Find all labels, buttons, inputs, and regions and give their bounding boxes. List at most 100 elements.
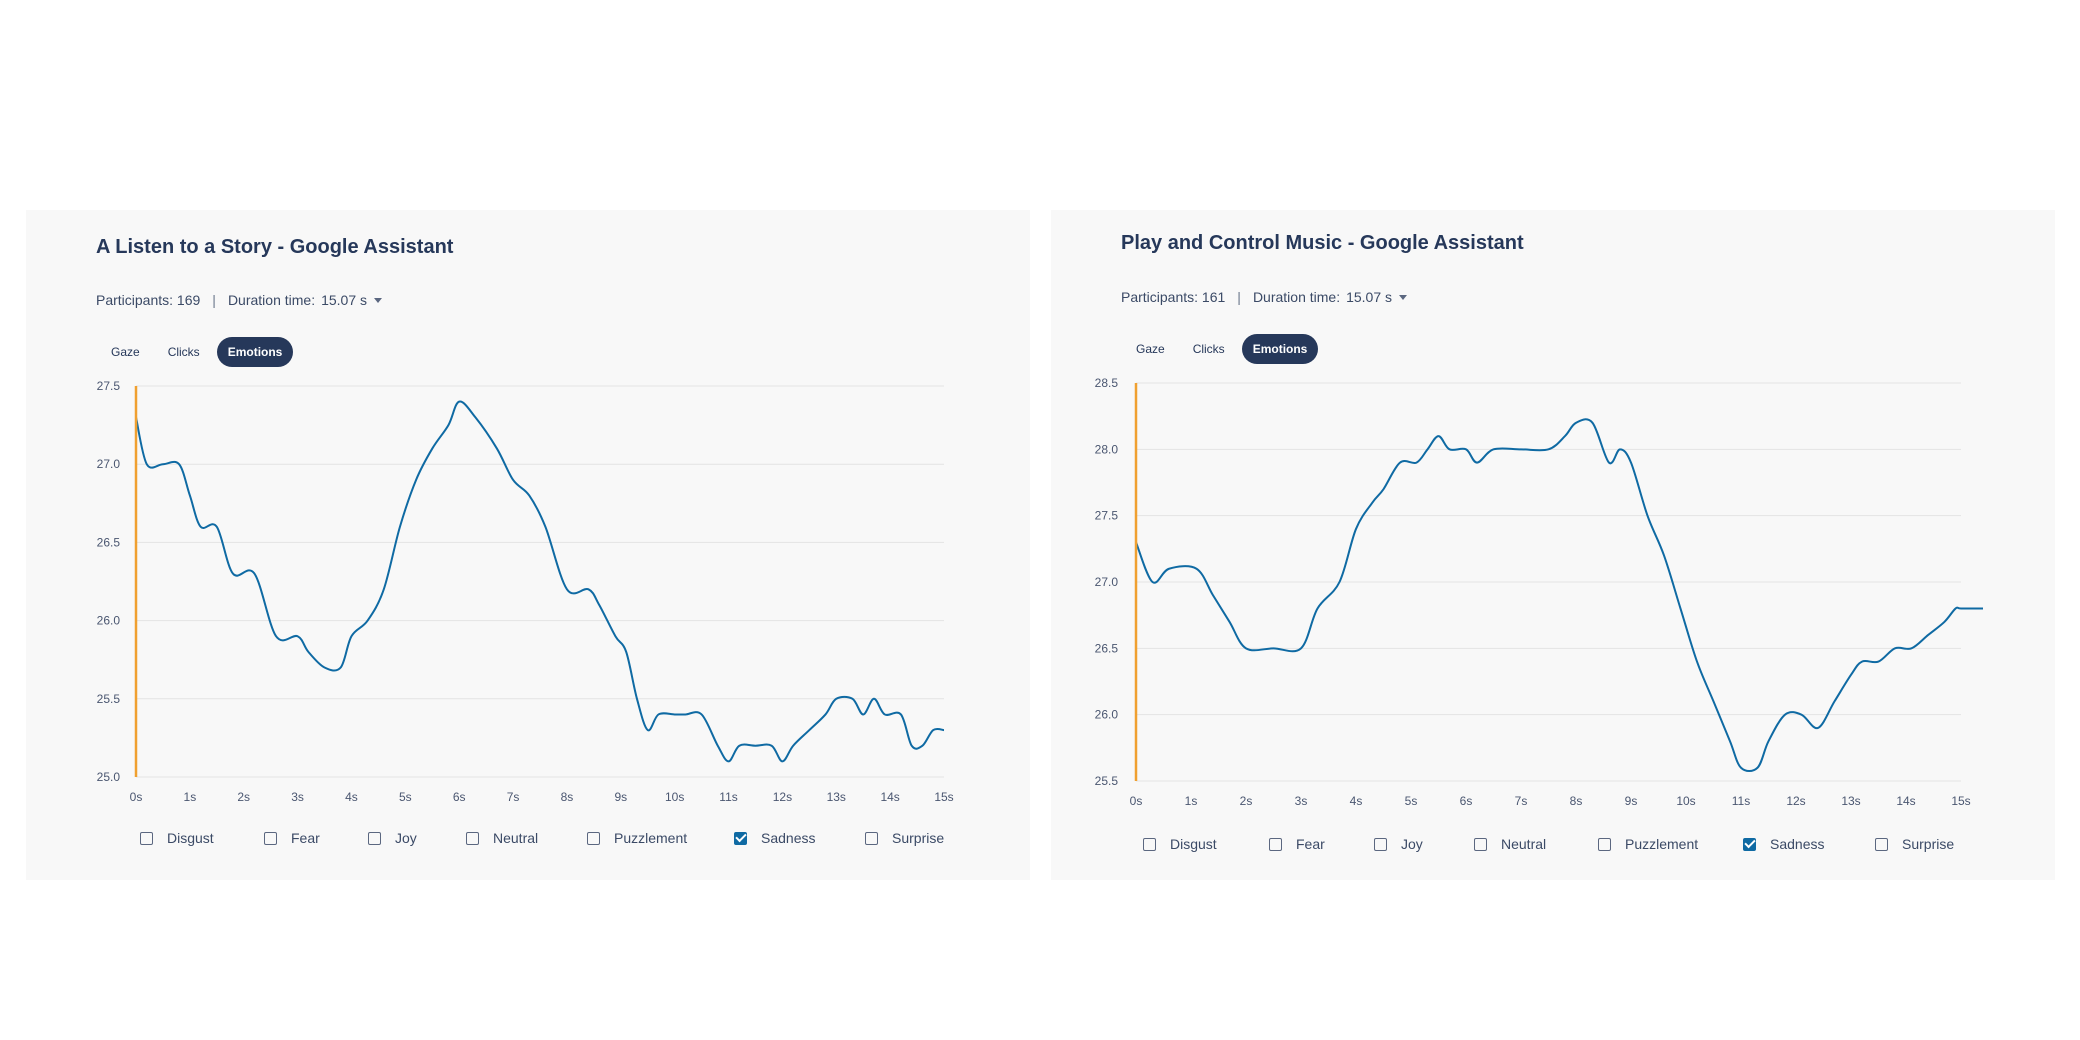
view-tabs: Gaze Clicks Emotions — [1125, 334, 1319, 364]
x-tick-label: 13s — [1841, 794, 1860, 808]
x-tick-label: 14s — [1896, 794, 1915, 808]
participants-count: Participants: 169 — [96, 292, 201, 308]
duration-label: Duration time: — [227, 292, 316, 308]
x-tick-label: 14s — [880, 790, 899, 804]
legend-label: Sadness — [1770, 836, 1825, 852]
emotion-legend: Disgust Fear Joy Neutral Puzzlement Sadn… — [140, 830, 944, 846]
checkbox — [466, 831, 479, 845]
x-tick-label: 5s — [399, 790, 412, 804]
checkbox — [865, 831, 878, 845]
tab-gaze[interactable]: Gaze — [111, 345, 140, 359]
checkbox — [264, 831, 277, 845]
legend-label: Puzzlement — [614, 830, 688, 846]
participants-count: Participants: 161 — [1121, 289, 1226, 305]
series-line-sadness — [135, 400, 945, 763]
x-tick-label: 0s — [130, 790, 143, 804]
chart-panel-story: A Listen to a Story - Google Assistant P… — [26, 210, 1030, 880]
y-tick-label: 25.5 — [97, 692, 121, 706]
checkbox — [1474, 837, 1487, 851]
checkbox — [1598, 837, 1611, 851]
x-tick-label: 13s — [827, 790, 846, 804]
x-tick-label: 1s — [1185, 794, 1198, 808]
checkbox — [1269, 837, 1282, 851]
x-tick-label: 4s — [345, 790, 358, 804]
legend-puzzlement[interactable]: Puzzlement — [587, 830, 734, 846]
legend-surprise[interactable]: Surprise — [1875, 836, 1954, 852]
checkbox — [1875, 837, 1888, 851]
x-tick-label: 3s — [291, 790, 304, 804]
legend-label: Surprise — [1902, 836, 1955, 852]
x-tick-label: 3s — [1295, 794, 1308, 808]
duration-dropdown[interactable]: 15.07 s — [1346, 289, 1408, 305]
panel-meta: Participants: 169 | Duration time: 15.07… — [96, 292, 383, 308]
x-tick-label: 6s — [1460, 794, 1473, 808]
emotion-line-chart: 25.0 25.5 26.0 26.5 27.0 27.5 0s 1s 2s 3s 4s 5s 6s 7s… — [97, 379, 954, 804]
legend-fear[interactable]: Fear — [1269, 836, 1374, 852]
tab-emotions[interactable]: Emotions — [1241, 334, 1319, 364]
checkbox-checked — [734, 831, 747, 845]
x-tick-label: 12s — [773, 790, 792, 804]
x-tick-label: 9s — [1625, 794, 1638, 808]
x-tick-label: 8s — [1570, 794, 1583, 808]
x-tick-label: 10s — [665, 790, 684, 804]
x-tick-label: 10s — [1676, 794, 1695, 808]
tab-gaze[interactable]: Gaze — [1136, 342, 1165, 356]
x-tick-label: 6s — [453, 790, 466, 804]
x-tick-label: 0s — [1130, 794, 1143, 808]
legend-puzzlement[interactable]: Puzzlement — [1598, 836, 1743, 852]
legend-fear[interactable]: Fear — [264, 830, 368, 846]
legend-label: Neutral — [1501, 836, 1547, 852]
legend-sadness[interactable]: Sadness — [1743, 836, 1875, 852]
y-tick-label: 27.0 — [1095, 575, 1119, 589]
x-tick-label: 7s — [507, 790, 520, 804]
tab-clicks[interactable]: Clicks — [1192, 342, 1225, 356]
x-tick-label: 4s — [1350, 794, 1363, 808]
caret-down-icon — [1399, 294, 1408, 300]
legend-joy[interactable]: Joy — [368, 830, 466, 846]
legend-joy[interactable]: Joy — [1374, 836, 1474, 852]
x-tick-label: 11s — [1732, 794, 1750, 808]
meta-separator: | — [1237, 289, 1241, 305]
caret-down-icon — [374, 297, 383, 303]
y-tick-label: 26.0 — [97, 614, 121, 628]
y-tick-label: 27.0 — [97, 457, 121, 471]
meta-separator: | — [212, 292, 216, 308]
series-line-sadness — [1135, 418, 1983, 773]
checkbox — [1143, 837, 1156, 851]
y-tick-label: 28.5 — [1095, 376, 1119, 390]
legend-disgust[interactable]: Disgust — [1143, 836, 1269, 852]
view-tabs: Gaze Clicks Emotions — [100, 337, 294, 367]
x-tick-label: 5s — [1405, 794, 1418, 808]
emotion-legend: Disgust Fear Joy Neutral Puzzlement Sadn… — [1143, 836, 1954, 852]
duration-value: 15.07 s — [321, 292, 368, 308]
legend-disgust[interactable]: Disgust — [140, 830, 264, 846]
x-tick-label: 9s — [614, 790, 627, 804]
panel-meta: Participants: 161 | Duration time: 15.07… — [1121, 289, 1408, 305]
legend-label: Surprise — [892, 830, 945, 846]
legend-sadness[interactable]: Sadness — [734, 830, 865, 846]
panel-title: A Listen to a Story - Google Assistant — [96, 236, 454, 258]
legend-label: Sadness — [761, 830, 816, 846]
legend-surprise[interactable]: Surprise — [865, 830, 944, 846]
checkbox — [587, 831, 600, 845]
checkbox — [1374, 837, 1387, 851]
x-tick-label: 15s — [1951, 794, 1970, 808]
duration-value: 15.07 s — [1346, 289, 1393, 305]
x-tick-label: 15s — [934, 790, 953, 804]
x-tick-label: 12s — [1786, 794, 1805, 808]
x-tick-label: 2s — [237, 790, 250, 804]
y-tick-label: 26.5 — [97, 535, 121, 549]
emotion-line-chart: 25.5 26.0 26.5 27.0 27.5 28.0 28.5 0s 1s 2s 3s 4s 5s… — [1095, 376, 1983, 808]
legend-label: Joy — [395, 830, 417, 846]
legend-neutral[interactable]: Neutral — [1474, 836, 1598, 852]
legend-label: Disgust — [1170, 836, 1217, 852]
legend-neutral[interactable]: Neutral — [466, 830, 587, 846]
legend-label: Joy — [1401, 836, 1423, 852]
legend-label: Neutral — [493, 830, 539, 846]
legend-label: Fear — [291, 830, 320, 846]
x-tick-label: 11s — [719, 790, 737, 804]
tab-clicks[interactable]: Clicks — [167, 345, 200, 359]
tab-emotions[interactable]: Emotions — [216, 337, 294, 367]
duration-dropdown[interactable]: 15.07 s — [321, 292, 383, 308]
checkbox-checked — [1743, 837, 1756, 851]
